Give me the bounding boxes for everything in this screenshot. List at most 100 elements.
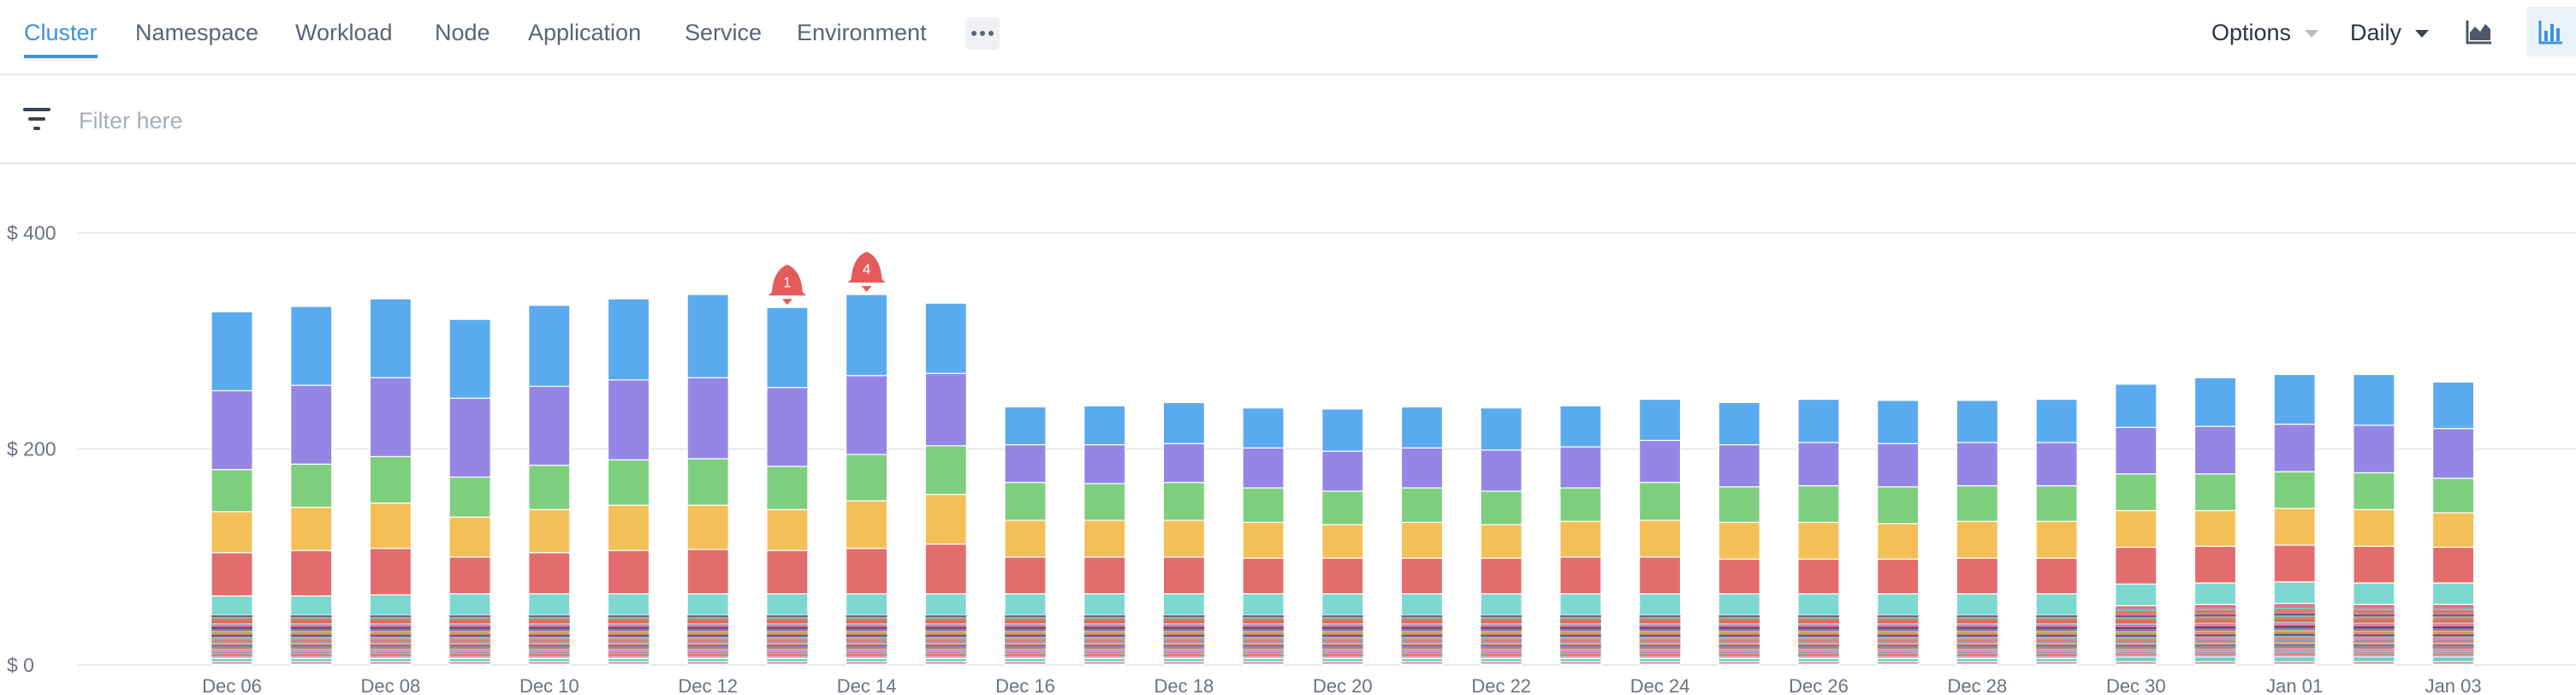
bar-segment [1005, 646, 1046, 649]
area-chart-button[interactable] [2454, 7, 2504, 56]
bar-segment [2115, 619, 2157, 621]
bar-segment [608, 637, 650, 639]
bar-segment [2273, 471, 2316, 509]
bar-segment [1877, 648, 1919, 650]
bar-segment [1956, 637, 1998, 639]
bar-segment [925, 627, 967, 629]
bar-segment [1877, 646, 1919, 649]
bar-segment [290, 637, 332, 639]
bar-segment [2115, 656, 2157, 658]
top-nav-bar: Cluster Namespace Workload Node Applicat… [0, 0, 2576, 75]
bar-segment [2274, 623, 2316, 626]
bar-segment [846, 650, 887, 652]
bell-pointer-icon [781, 299, 792, 306]
bar-segment [1559, 648, 1601, 650]
bar-segment [1401, 652, 1443, 655]
tab-environment[interactable]: Environment [797, 20, 927, 45]
bar-segment [1877, 486, 1920, 525]
bar-segment [1321, 490, 1364, 526]
bar-segment [1481, 654, 1522, 656]
bar-segment [607, 549, 650, 595]
bar-segment [766, 637, 808, 639]
bar-segment [2035, 484, 2078, 522]
bar-segment [1877, 643, 1919, 645]
bar-segment [1956, 520, 1998, 559]
bar-segment [1083, 640, 1125, 643]
bar-segment [2115, 615, 2157, 617]
x-axis-tick-label: Dec 08 [361, 675, 421, 695]
bar-segment [766, 654, 808, 656]
bar-segment [2036, 633, 2078, 635]
period-dropdown[interactable]: Daily [2350, 15, 2429, 50]
bar-segment [1481, 621, 1522, 623]
bar-segment [1321, 450, 1364, 492]
tab-service[interactable]: Service [685, 20, 763, 45]
bar-segment [2432, 615, 2474, 616]
x-axis-tick-label: Dec 16 [995, 675, 1055, 695]
bar-segment [1321, 648, 1363, 650]
bar-segment [211, 637, 252, 639]
bar-segment [846, 625, 887, 627]
bar-segment [448, 476, 491, 518]
bar-segment [1956, 645, 1998, 647]
bar-segment [290, 549, 333, 597]
bar-segment [449, 617, 491, 619]
more-tabs-button[interactable] [965, 17, 1000, 50]
bar-segment [924, 302, 967, 374]
bar-segment [1005, 652, 1046, 655]
bar-segment [608, 639, 650, 641]
tab-cluster[interactable]: Cluster [24, 15, 98, 58]
bar-segment [1401, 615, 1443, 617]
bar-segment [766, 619, 808, 621]
bar-segment [528, 646, 570, 649]
bar-segment [2432, 654, 2474, 656]
bar-segment [528, 652, 570, 655]
bar-segment [1083, 627, 1125, 629]
bar-segment [766, 643, 808, 645]
tab-namespace[interactable]: Namespace [135, 20, 259, 45]
bar-segment [2353, 621, 2395, 622]
bar-segment [1639, 617, 1681, 619]
bar-segment [1005, 645, 1046, 647]
bar-segment [2193, 509, 2237, 547]
bar-segment [1242, 407, 1285, 448]
bar-segment [2035, 520, 2078, 559]
bar-segment [448, 397, 491, 478]
bar-segment [290, 623, 332, 625]
bar-segment [846, 652, 887, 655]
bar-segment [846, 643, 887, 645]
bar-segment [1798, 631, 1839, 633]
tab-workload[interactable]: Workload [295, 20, 393, 45]
tab-application[interactable]: Application [528, 20, 642, 45]
filter-input[interactable] [77, 101, 765, 140]
bar-segment [1163, 634, 1205, 637]
options-dropdown[interactable]: Options [2211, 15, 2318, 50]
bar-segment [528, 640, 570, 643]
filter-icon[interactable] [22, 106, 51, 132]
bar-segment [2432, 610, 2474, 613]
bar-segment [290, 306, 333, 386]
bar-segment [1321, 408, 1364, 452]
bar-segment [766, 508, 809, 551]
bar-segment [2194, 646, 2236, 649]
bar-chart-icon [2538, 21, 2562, 45]
bar-segment [1243, 627, 1285, 629]
bar-segment [2194, 615, 2236, 616]
bar-segment [1083, 617, 1125, 619]
bar-segment [528, 633, 570, 635]
bar-segment [687, 645, 729, 647]
bar-segment [1877, 637, 1919, 639]
bar-segment [845, 454, 888, 502]
bar-segment [369, 377, 412, 458]
bar-segment [1718, 486, 1760, 524]
bar-segment [1877, 652, 1919, 655]
bar-segment [370, 646, 412, 649]
bar-segment [2194, 628, 2236, 631]
bar-segment [2194, 622, 2236, 625]
bar-segment [528, 637, 570, 639]
bar-segment [1005, 654, 1046, 656]
tab-node[interactable]: Node [435, 20, 490, 45]
bar-segment [1243, 633, 1285, 635]
bar-chart-button[interactable] [2526, 7, 2576, 56]
bar-segment [528, 634, 570, 637]
